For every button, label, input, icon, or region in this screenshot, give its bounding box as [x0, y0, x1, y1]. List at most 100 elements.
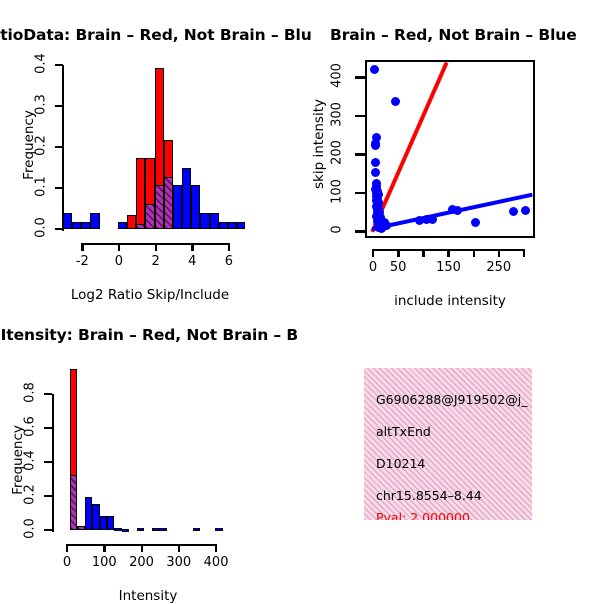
y-tick-label: 200 [329, 140, 345, 166]
x-tick-label: 100 [91, 555, 117, 570]
scatter-point [470, 217, 480, 227]
y-tick [55, 105, 63, 108]
y-tick [44, 392, 52, 395]
y-tick [44, 460, 52, 464]
y-tick [355, 230, 365, 233]
x-tick-label: 150 [436, 260, 461, 275]
y-tick [44, 529, 52, 532]
scatter-point [381, 220, 391, 230]
panel-title-log2ratio: RatioData: Brain – Red, Not Brain – Blu [0, 26, 312, 44]
scatter-point [421, 215, 431, 225]
x-tick [66, 544, 69, 552]
scatter-point [369, 65, 379, 75]
x-tick-label: 400 [203, 555, 229, 570]
y-tick [55, 146, 63, 149]
histogram-bar [191, 184, 201, 229]
x-tick [215, 544, 218, 552]
histogram-bar [90, 213, 100, 229]
scatter-point [448, 205, 457, 215]
histogram-bar [127, 214, 137, 229]
histogram-bar [69, 475, 78, 530]
histogram-bar [151, 527, 160, 531]
scatter-point [509, 206, 519, 216]
histogram-bar [114, 528, 122, 532]
y-tick-label: 400 [329, 63, 345, 89]
y-tick [55, 64, 63, 67]
y-axis-title-intensity: Frequency [10, 424, 26, 495]
x-tick [140, 544, 143, 552]
scatter-point [453, 206, 463, 216]
x-tick-label: 300 [166, 555, 192, 570]
histogram-bar [237, 221, 245, 229]
scatter-point [370, 141, 380, 151]
histogram-bar [215, 527, 223, 531]
histogram-bar [136, 158, 146, 229]
histogram-bar [72, 221, 82, 229]
y-tick [55, 228, 63, 231]
histogram-bar [99, 516, 107, 530]
y-tick-label: 0.0 [33, 217, 49, 238]
y-tick-label: 0.0 [22, 518, 38, 539]
histogram-bar [163, 176, 173, 229]
histogram-bar [121, 528, 130, 532]
histogram-bar [84, 496, 93, 530]
scatter-point [371, 168, 381, 178]
histogram-bar [192, 527, 201, 531]
y-axis-line-log2ratio [62, 65, 65, 231]
x-axis-title-intensity: Intensity [118, 588, 178, 604]
info-line-2: altTxEnd [376, 424, 431, 439]
scatter-plot-frame [365, 60, 535, 238]
x-tick-label: 2 [151, 254, 160, 269]
info-line-3: D10214 [376, 456, 426, 471]
x-tick [397, 249, 400, 257]
y-axis-line-intensity [52, 393, 55, 532]
y-tick-label: 300 [329, 101, 345, 127]
histogram-bar [107, 515, 115, 530]
info-line-4: chr15.8554–8.44 [376, 488, 482, 503]
gene-info-box: G6906288@J919502@j_ altTxEnd D10214 chr15.8… [364, 368, 532, 520]
x-tick [103, 544, 106, 552]
scatter-point [371, 158, 381, 168]
y-tick [44, 494, 52, 498]
histogram-bar [136, 224, 146, 229]
x-axis-title-log2ratio: Log2 Ratio Skip/Include [70, 287, 230, 303]
x-tick [522, 249, 526, 257]
y-axis-title-scatter: skip intensity [311, 99, 327, 189]
scatter-point [377, 223, 387, 233]
y-tick-label: 0.4 [33, 53, 49, 74]
scatter-point [415, 216, 425, 226]
histogram-bar [227, 221, 237, 229]
histogram-bar [182, 167, 192, 229]
histogram-bar [81, 221, 91, 229]
y-tick [44, 426, 52, 430]
histogram-bar [136, 528, 145, 532]
x-tick [154, 243, 157, 251]
x-axis-title-scatter: include intensity [394, 293, 506, 309]
info-line-5: Pval: 2.000000 [376, 510, 470, 520]
x-tick [422, 249, 425, 257]
x-tick-label: 50 [389, 260, 407, 275]
scatter-point [371, 133, 381, 143]
histogram-bar [77, 526, 85, 530]
x-tick [447, 249, 450, 257]
scatter-point [390, 96, 400, 106]
x-tick [497, 249, 501, 257]
y-tick [355, 114, 365, 118]
x-tick-label: 6 [224, 254, 233, 269]
x-tick [191, 243, 194, 251]
y-tick [355, 76, 365, 79]
scatter-point [520, 206, 530, 216]
y-axis-title-log2ratio: Frequency [21, 110, 37, 180]
y-tick-label: 100 [329, 178, 345, 204]
x-tick [472, 249, 476, 257]
histogram-bar [209, 213, 219, 229]
x-tick-label: 4 [188, 254, 197, 269]
x-tick-label: 0 [368, 260, 378, 275]
histogram-bar [218, 221, 228, 229]
info-line-1: G6906288@J919502@j_ [376, 392, 528, 407]
x-tick [372, 249, 375, 257]
y-tick [55, 187, 63, 190]
x-tick-label: 200 [129, 555, 154, 570]
histogram-bar [145, 203, 155, 229]
panel-title-intensity: ne Itensity: Brain – Red, Not Brain – B [0, 326, 299, 344]
